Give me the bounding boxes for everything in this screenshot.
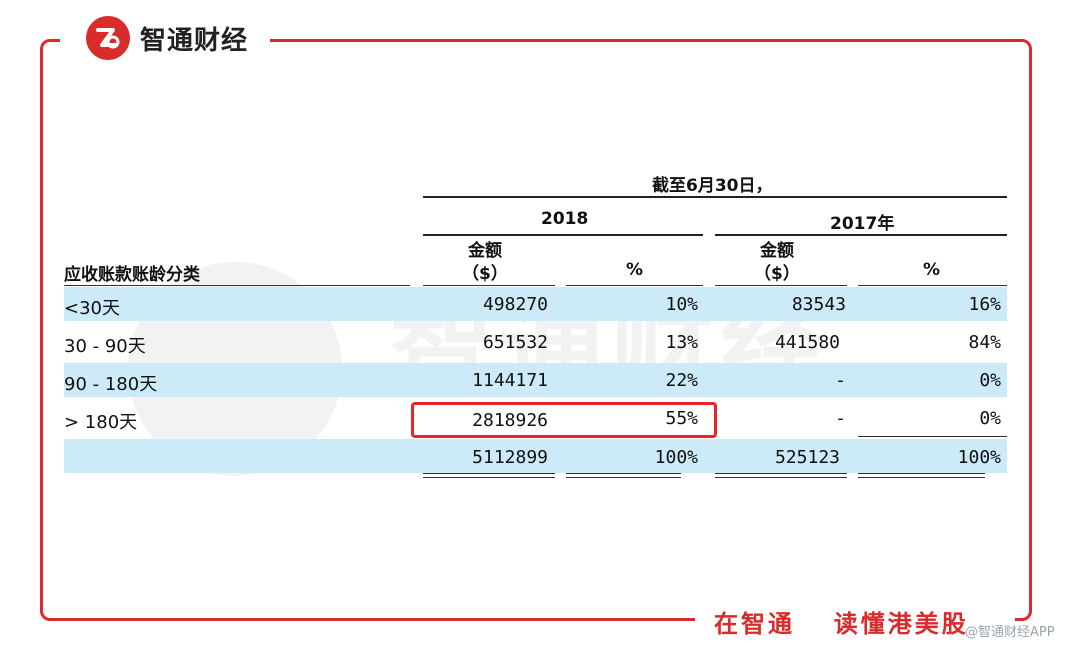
amount-2017-header-rule [715,285,847,286]
percent-2018-label: % [626,260,644,280]
total-double-rule [715,473,847,474]
slogan-part2: 读懂港美股 [833,610,969,638]
total-double-rule [566,477,681,478]
percent-2017-header-rule [858,285,1007,286]
percent-2018-cell: 13% [665,332,698,353]
subtotal-rule [858,436,1007,437]
amount-2017-cell: - [835,408,846,429]
brand-logo-text: 智通财经 [140,25,249,56]
table-row [64,363,1007,397]
total-double-rule [715,477,847,478]
amount-2018-cell: 498270 [482,294,548,315]
frame-gap-bottom [695,608,1015,636]
amount-2017-label-line2: （$） [754,264,800,284]
total-double-rule [423,477,555,478]
category-header: 应收账款账龄分类 [64,265,200,285]
percent-2018-cell: 10% [665,294,698,315]
percent-2017-cell: 0% [979,408,1001,429]
slogan-part1: 在智通 [714,610,795,638]
total-amount-2018-cell: 5112899 [472,447,548,468]
amount-2017-label-line1: 金额 [760,241,794,261]
footer-slogan: 在智通 读懂港美股 [714,604,969,639]
total-double-rule [858,477,985,478]
total-double-rule [423,473,555,474]
row-label: 90 - 180天 [64,374,158,395]
year-2018-rule [423,234,703,236]
row-label: <30天 [64,298,120,319]
highlight-box [411,402,717,438]
amount-2017-cell: - [835,370,846,391]
row-label: 30 - 90天 [64,336,146,357]
percent-2018-header-rule [566,285,703,286]
table-row [64,287,1007,321]
percent-2017-cell: 84% [968,332,1001,353]
total-percent-2017-cell: 100% [957,447,1001,468]
period-header-rule [423,196,1007,198]
percent-2017-label: % [923,260,941,280]
year-2017-header: 2017年 [830,214,895,234]
percent-2017-cell: 0% [979,370,1001,391]
period-header: 截至6月30日， [652,176,773,196]
row-label: > 180天 [64,412,138,433]
amount-2018-label-line1: 金额 [468,241,502,261]
total-double-rule [566,473,681,474]
amount-2018-header-rule [423,285,555,286]
category-header-rule [64,285,410,286]
brand-logo-icon [86,16,130,60]
brand-logo: 智通财经 [86,16,248,60]
amount-2018-cell: 1144171 [472,370,548,391]
percent-2018-cell: 22% [665,370,698,391]
app-watermark-tag: @智通财经APP [965,625,1055,640]
percent-2018-cell: 55% [665,408,698,429]
amount-2017-cell: 83543 [791,294,846,315]
total-percent-2018-cell: 100% [654,447,698,468]
card-frame [40,39,1032,621]
amount-2018-label-line2: （$） [462,264,508,284]
amount-2018-cell: 2818926 [472,410,548,431]
year-2017-rule [715,234,1007,236]
year-2018-header: 2018 [541,209,589,229]
amount-2017-cell: 441580 [774,332,840,353]
percent-2017-cell: 16% [968,294,1001,315]
amount-2018-cell: 651532 [482,332,548,353]
total-amount-2017-cell: 525123 [774,447,840,468]
total-double-rule [858,473,985,474]
table-row [64,439,1007,473]
